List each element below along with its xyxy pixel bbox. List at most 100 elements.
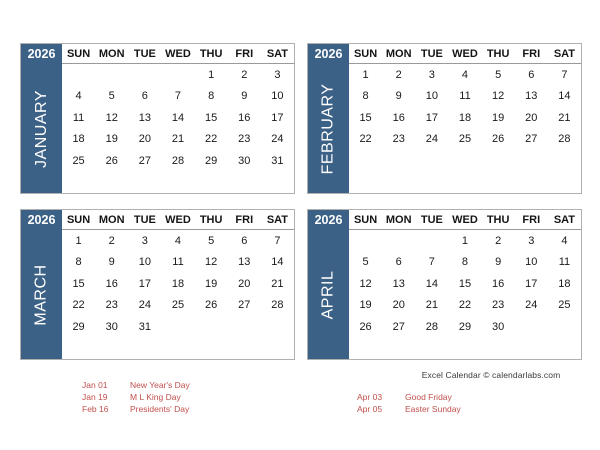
- day-cell[interactable]: 15: [458, 277, 472, 290]
- day-cell[interactable]: 12: [359, 277, 372, 290]
- day-cell[interactable]: 14: [425, 277, 438, 290]
- day-cell[interactable]: 30: [105, 320, 118, 333]
- day-cell[interactable]: 5: [208, 234, 215, 247]
- day-cell[interactable]: 23: [105, 299, 118, 312]
- day-cell[interactable]: 7: [174, 90, 182, 103]
- day-cell[interactable]: 8: [208, 90, 215, 103]
- day-cell[interactable]: 7: [561, 68, 568, 81]
- day-cell[interactable]: 28: [171, 154, 185, 167]
- day-cell[interactable]: 17: [425, 111, 438, 124]
- day-cell[interactable]: 11: [172, 256, 184, 269]
- day-cell[interactable]: 21: [271, 277, 284, 290]
- day-cell[interactable]: 6: [528, 68, 535, 81]
- day-cell[interactable]: 10: [271, 90, 284, 103]
- day-cell[interactable]: 13: [238, 256, 251, 269]
- day-cell[interactable]: 26: [105, 154, 118, 167]
- day-cell[interactable]: 26: [359, 320, 372, 333]
- day-cell[interactable]: 15: [72, 277, 85, 290]
- day-cell[interactable]: 2: [495, 234, 502, 247]
- day-cell[interactable]: 24: [138, 299, 151, 312]
- day-cell[interactable]: 2: [395, 68, 402, 81]
- day-cell[interactable]: 20: [525, 111, 538, 124]
- day-cell[interactable]: 24: [271, 133, 284, 146]
- day-cell[interactable]: 22: [359, 133, 372, 146]
- day-cell[interactable]: 9: [241, 90, 248, 103]
- day-cell[interactable]: 19: [205, 277, 218, 290]
- day-cell[interactable]: 6: [141, 90, 148, 103]
- day-cell[interactable]: 27: [392, 320, 405, 333]
- day-cell[interactable]: 5: [362, 256, 369, 269]
- day-cell[interactable]: 17: [271, 111, 284, 124]
- day-cell[interactable]: 31: [271, 154, 284, 167]
- day-cell[interactable]: 12: [205, 256, 218, 269]
- day-cell[interactable]: 9: [495, 256, 502, 269]
- day-cell[interactable]: 25: [72, 154, 85, 167]
- day-cell[interactable]: 5: [108, 90, 115, 103]
- day-cell[interactable]: 19: [359, 299, 372, 312]
- day-cell[interactable]: 27: [238, 299, 251, 312]
- day-cell[interactable]: 20: [238, 277, 251, 290]
- day-cell[interactable]: 4: [75, 90, 82, 103]
- day-cell[interactable]: 28: [558, 133, 571, 146]
- day-cell[interactable]: 12: [105, 111, 118, 124]
- day-cell[interactable]: 4: [174, 234, 182, 247]
- day-cell[interactable]: 24: [425, 133, 438, 146]
- day-cell[interactable]: 11: [72, 111, 85, 124]
- day-cell[interactable]: 16: [392, 111, 405, 124]
- day-cell[interactable]: 1: [75, 234, 82, 247]
- day-cell[interactable]: 16: [238, 111, 251, 124]
- day-cell[interactable]: 9: [108, 256, 115, 269]
- day-cell[interactable]: 13: [525, 90, 538, 103]
- day-cell[interactable]: 2: [241, 68, 248, 81]
- day-cell[interactable]: 27: [138, 154, 151, 167]
- day-cell[interactable]: 28: [271, 299, 284, 312]
- day-cell[interactable]: 25: [558, 299, 571, 312]
- day-cell[interactable]: 15: [359, 111, 372, 124]
- day-cell[interactable]: 19: [105, 133, 118, 146]
- day-cell[interactable]: 20: [392, 299, 405, 312]
- day-cell[interactable]: 12: [492, 90, 505, 103]
- day-cell[interactable]: 25: [458, 133, 472, 146]
- day-cell[interactable]: 15: [205, 111, 218, 124]
- day-cell[interactable]: 7: [428, 256, 435, 269]
- day-cell[interactable]: 22: [205, 133, 218, 146]
- day-cell[interactable]: 13: [392, 277, 405, 290]
- day-cell[interactable]: 14: [171, 111, 185, 124]
- day-cell[interactable]: 18: [171, 277, 185, 290]
- day-cell[interactable]: 28: [425, 320, 438, 333]
- day-cell[interactable]: 11: [459, 90, 471, 103]
- day-cell[interactable]: 16: [492, 277, 505, 290]
- day-cell[interactable]: 17: [138, 277, 151, 290]
- day-cell[interactable]: 30: [492, 320, 505, 333]
- day-cell[interactable]: 24: [525, 299, 538, 312]
- day-cell[interactable]: 1: [362, 68, 369, 81]
- day-cell[interactable]: 16: [105, 277, 118, 290]
- day-cell[interactable]: 14: [558, 90, 571, 103]
- day-cell[interactable]: 22: [72, 299, 85, 312]
- day-cell[interactable]: 8: [362, 90, 369, 103]
- day-cell[interactable]: 30: [238, 154, 251, 167]
- day-cell[interactable]: 3: [141, 234, 148, 247]
- day-cell[interactable]: 21: [425, 299, 438, 312]
- day-cell[interactable]: 3: [274, 68, 281, 81]
- day-cell[interactable]: 6: [241, 234, 248, 247]
- day-cell[interactable]: 19: [492, 111, 505, 124]
- day-cell[interactable]: 5: [495, 68, 502, 81]
- day-cell[interactable]: 1: [208, 68, 215, 81]
- day-cell[interactable]: 13: [138, 111, 151, 124]
- day-cell[interactable]: 1: [461, 234, 469, 247]
- day-cell[interactable]: 9: [395, 90, 402, 103]
- day-cell[interactable]: 8: [75, 256, 82, 269]
- day-cell[interactable]: 23: [238, 133, 251, 146]
- day-cell[interactable]: 18: [458, 111, 472, 124]
- day-cell[interactable]: 17: [525, 277, 538, 290]
- day-cell[interactable]: 10: [425, 90, 438, 103]
- day-cell[interactable]: 26: [205, 299, 218, 312]
- day-cell[interactable]: 7: [274, 234, 281, 247]
- day-cell[interactable]: 21: [558, 111, 571, 124]
- day-cell[interactable]: 29: [458, 320, 472, 333]
- day-cell[interactable]: 11: [558, 256, 571, 269]
- day-cell[interactable]: 25: [171, 299, 185, 312]
- day-cell[interactable]: 18: [558, 277, 571, 290]
- day-cell[interactable]: 3: [528, 234, 535, 247]
